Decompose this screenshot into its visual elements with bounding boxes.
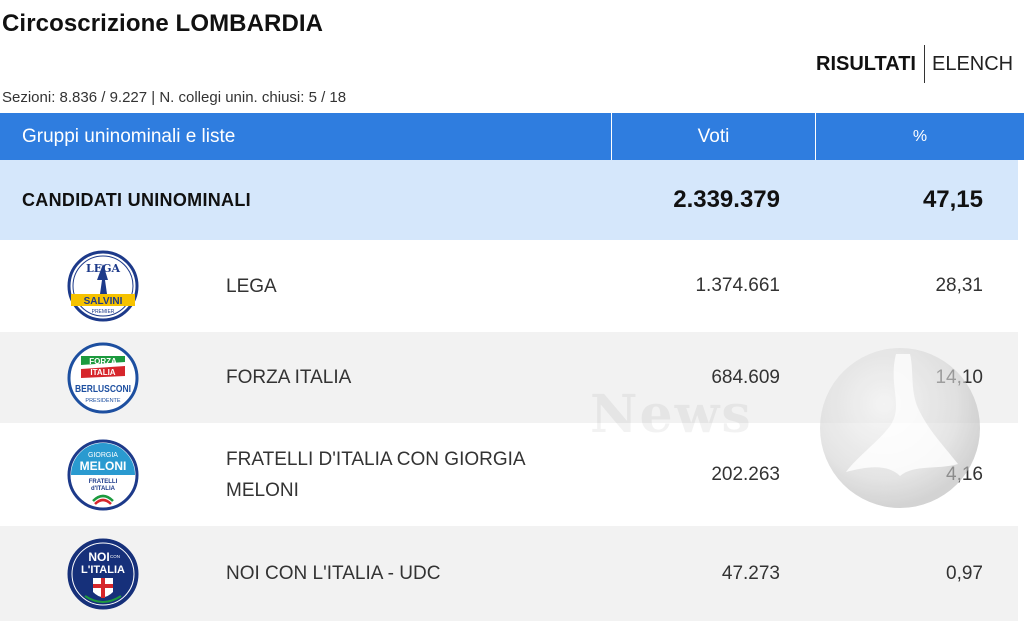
table-row: NOI CON L'ITALIA NOI CON L'ITALIA - UDC …: [0, 526, 1024, 621]
party-votes: 47.273: [721, 562, 780, 584]
noi-logo-text-1: NOI: [88, 550, 109, 564]
party-name: LEGA: [226, 275, 277, 297]
table-header: Gruppi uninominali e liste Voti %: [0, 113, 1024, 160]
forza-logo-band-text: BERLUSCONI: [75, 384, 131, 395]
fdi-logo-bottom-text-2: d'ITALIA: [91, 486, 116, 492]
results-table: Gruppi uninominali e liste Voti % CANDID…: [0, 113, 1024, 621]
party-votes: 202.263: [711, 463, 780, 485]
fratelli-italia-logo-icon: GIORGIA MELONI FRATELLI d'ITALIA: [67, 439, 138, 510]
lega-logo-icon: LEGA SALVINI PREMIER: [67, 250, 138, 322]
noi-logo-text-small: CON: [110, 554, 120, 559]
forza-italia-logo-icon: FORZA ITALIA BERLUSCONI PRESIDENTE: [67, 342, 138, 413]
lega-logo-band-text: SALVINI: [83, 296, 122, 307]
fdi-logo-top-text-1: GIORGIA: [88, 452, 118, 459]
tab-risultati[interactable]: RISULTATI: [816, 52, 916, 75]
lega-logo-top-text: LEGA: [85, 262, 120, 275]
summary-votes: 2.339.379: [673, 186, 780, 213]
logo-cell: FORZA ITALIA BERLUSCONI PRESIDENTE: [0, 342, 205, 414]
forza-logo-top-text-2: ITALIA: [90, 368, 115, 377]
party-pct: 0,97: [946, 562, 983, 584]
sections-info: Sezioni: 8.836 / 9.227 | N. collegi unin…: [2, 89, 347, 106]
party-name: FRATELLI D'ITALIA CON GIORGIA MELONI: [226, 448, 525, 501]
table-row: GIORGIA MELONI FRATELLI d'ITALIA FRATELL…: [0, 423, 1024, 526]
party-pct: 4,16: [946, 463, 983, 485]
table-row: LEGA SALVINI PREMIER LEGA 1.374.661 28,3…: [0, 240, 1024, 332]
summary-pct: 47,15: [922, 186, 983, 213]
fdi-logo-top-text-2: MELONI: [79, 459, 126, 473]
party-name: NOI CON L'ITALIA - UDC: [226, 563, 441, 584]
logo-cell: LEGA SALVINI PREMIER: [0, 250, 205, 322]
tab-elenchi[interactable]: ELENCH: [931, 52, 1014, 75]
party-votes: 684.609: [711, 366, 780, 388]
party-votes: 1.374.661: [695, 275, 780, 296]
noi-logo-text-2: L'ITALIA: [81, 564, 125, 576]
party-pct: 28,31: [935, 275, 983, 296]
logo-cell: GIORGIA MELONI FRATELLI d'ITALIA: [0, 439, 205, 511]
noi-con-italia-logo-icon: NOI CON L'ITALIA: [67, 538, 138, 609]
lega-logo-bottom-text: PREMIER: [91, 309, 114, 315]
forza-logo-top-text-1: FORZA: [89, 357, 117, 366]
view-tabs: RISULTATI ELENCH: [816, 44, 1013, 84]
page-title: Circoscrizione LOMBARDIA: [2, 10, 324, 37]
forza-logo-bottom-text: PRESIDENTE: [85, 398, 120, 404]
logo-cell: NOI CON L'ITALIA: [0, 538, 205, 610]
header-pct: %: [912, 127, 928, 145]
fdi-logo-bottom-text-1: FRATELLI: [88, 479, 117, 485]
header-votes: Voti: [612, 113, 816, 160]
tab-divider: [923, 45, 925, 83]
party-pct: 14,10: [935, 366, 983, 388]
header-groups: Gruppi uninominali e liste: [0, 113, 612, 160]
table-row: FORZA ITALIA BERLUSCONI PRESIDENTE FORZA…: [0, 332, 1024, 423]
summary-row: CANDIDATI UNINOMINALI 2.339.379 47,15: [0, 160, 1024, 240]
summary-label: CANDIDATI UNINOMINALI: [22, 189, 251, 210]
party-name: FORZA ITALIA: [226, 367, 352, 388]
